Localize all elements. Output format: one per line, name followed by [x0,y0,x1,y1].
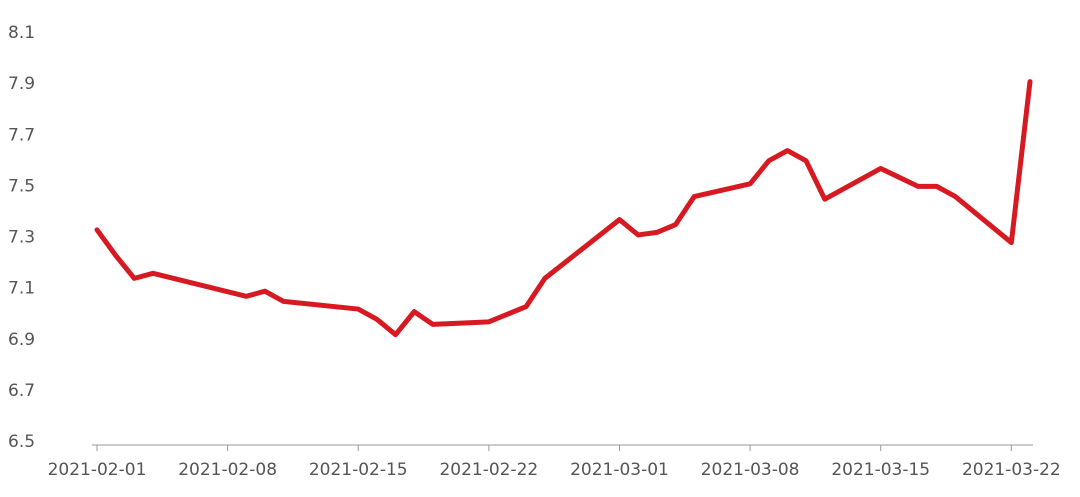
x-tick-label: 2021-03-01 [570,460,669,480]
y-tick-label: 6.7 [8,381,35,401]
y-tick-label: 7.9 [8,74,35,94]
x-tick-label: 2021-02-08 [178,460,277,480]
data-line [94,79,1033,338]
y-tick-label: 7.7 [8,125,35,145]
x-tick-label: 2021-02-15 [309,460,408,480]
x-tick-label: 2021-02-22 [439,460,538,480]
y-tick-label: 6.9 [8,330,35,350]
y-tick-label: 7.1 [8,279,35,299]
y-tick-label: 8.1 [8,23,35,43]
x-tick-label: 2021-03-08 [701,460,800,480]
y-tick-label: 6.5 [8,432,35,452]
x-tick-label: 2021-03-22 [962,460,1061,480]
y-tick-label: 7.3 [8,228,35,248]
y-tick-label: 7.5 [8,176,35,196]
x-tick-label: 2021-03-15 [831,460,930,480]
x-tick-label: 2021-02-01 [48,460,147,480]
